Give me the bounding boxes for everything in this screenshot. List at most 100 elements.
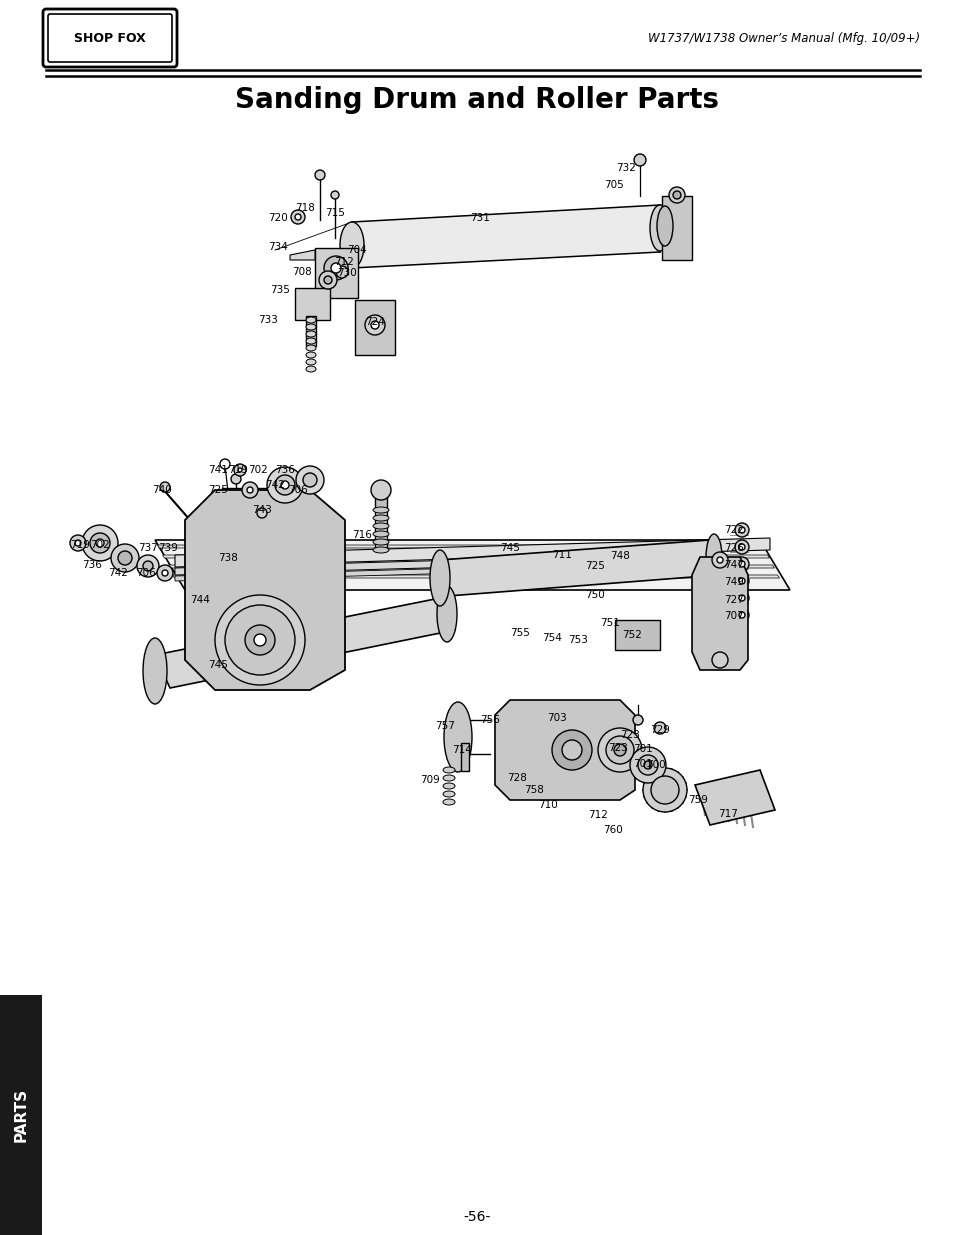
Text: 724: 724: [365, 317, 384, 327]
Text: 727: 727: [723, 595, 743, 605]
Text: 753: 753: [567, 635, 587, 645]
Circle shape: [711, 652, 727, 668]
Text: 712: 712: [587, 810, 607, 820]
Text: 757: 757: [435, 721, 455, 731]
Circle shape: [318, 270, 336, 289]
Text: 743: 743: [252, 505, 272, 515]
Polygon shape: [154, 598, 455, 688]
Text: 723: 723: [619, 730, 639, 740]
Text: 731: 731: [470, 212, 490, 224]
Polygon shape: [439, 540, 718, 597]
Circle shape: [314, 170, 325, 180]
Text: 739: 739: [158, 543, 178, 553]
Text: 704: 704: [347, 245, 367, 254]
Circle shape: [162, 571, 168, 576]
Circle shape: [371, 321, 378, 329]
Circle shape: [324, 256, 348, 280]
Circle shape: [157, 564, 172, 580]
Circle shape: [220, 459, 230, 469]
Text: -56-: -56-: [463, 1210, 490, 1224]
Circle shape: [365, 315, 385, 335]
Polygon shape: [168, 564, 774, 568]
Polygon shape: [294, 288, 330, 320]
Circle shape: [642, 768, 686, 811]
Text: 719: 719: [70, 540, 90, 550]
Text: 735: 735: [270, 285, 290, 295]
Text: 709: 709: [419, 776, 439, 785]
Text: Sanding Drum and Roller Parts: Sanding Drum and Roller Parts: [234, 86, 719, 114]
Circle shape: [231, 474, 241, 484]
Circle shape: [668, 186, 684, 203]
Ellipse shape: [306, 345, 315, 351]
Polygon shape: [174, 538, 769, 567]
Text: 711: 711: [552, 550, 572, 559]
Ellipse shape: [373, 531, 389, 537]
Polygon shape: [495, 700, 635, 800]
Ellipse shape: [306, 359, 315, 366]
Ellipse shape: [143, 638, 167, 704]
FancyBboxPatch shape: [48, 14, 172, 62]
Ellipse shape: [649, 205, 669, 251]
Circle shape: [654, 722, 665, 734]
Ellipse shape: [306, 338, 315, 345]
Text: 707: 707: [723, 611, 743, 621]
Bar: [375, 490, 387, 550]
Ellipse shape: [373, 515, 389, 521]
Circle shape: [734, 557, 748, 571]
Circle shape: [75, 540, 81, 546]
Text: 719: 719: [228, 466, 248, 475]
Circle shape: [717, 557, 722, 563]
Text: 755: 755: [510, 629, 529, 638]
Text: 751: 751: [599, 618, 619, 629]
Ellipse shape: [442, 767, 455, 773]
Circle shape: [90, 534, 110, 553]
Ellipse shape: [373, 538, 389, 545]
Text: 736: 736: [274, 466, 294, 475]
Polygon shape: [691, 557, 747, 671]
Text: 736: 736: [82, 559, 102, 571]
Text: 737: 737: [138, 543, 158, 553]
Circle shape: [214, 595, 305, 685]
Circle shape: [281, 480, 289, 489]
Circle shape: [225, 605, 294, 676]
Text: 738: 738: [218, 553, 237, 563]
Text: 747: 747: [723, 559, 743, 571]
Circle shape: [643, 761, 651, 769]
Polygon shape: [615, 620, 659, 650]
Circle shape: [672, 191, 680, 199]
Text: 740: 740: [152, 485, 172, 495]
Ellipse shape: [430, 550, 450, 606]
Polygon shape: [695, 769, 774, 825]
Polygon shape: [174, 562, 679, 580]
Text: 759: 759: [687, 795, 707, 805]
Polygon shape: [290, 249, 314, 261]
Ellipse shape: [373, 547, 389, 553]
Ellipse shape: [339, 222, 364, 268]
Circle shape: [739, 543, 744, 550]
Ellipse shape: [306, 331, 315, 337]
Circle shape: [633, 715, 642, 725]
Text: 706: 706: [288, 485, 308, 495]
Ellipse shape: [436, 585, 456, 642]
Text: 734: 734: [268, 242, 288, 252]
Text: 754: 754: [541, 634, 561, 643]
Text: 732: 732: [616, 163, 636, 173]
Text: 715: 715: [325, 207, 345, 219]
Circle shape: [253, 634, 266, 646]
Circle shape: [331, 263, 340, 273]
Circle shape: [295, 466, 324, 494]
Text: 725: 725: [208, 485, 228, 495]
Ellipse shape: [306, 352, 315, 358]
Text: 720: 720: [268, 212, 288, 224]
Ellipse shape: [443, 701, 472, 772]
Circle shape: [711, 552, 727, 568]
Circle shape: [739, 561, 744, 567]
Circle shape: [137, 555, 159, 577]
Text: 741: 741: [208, 466, 228, 475]
Circle shape: [242, 482, 257, 498]
Polygon shape: [154, 540, 789, 590]
Text: 717: 717: [718, 809, 738, 819]
Circle shape: [274, 475, 294, 495]
Text: 716: 716: [352, 530, 372, 540]
Polygon shape: [162, 555, 769, 558]
